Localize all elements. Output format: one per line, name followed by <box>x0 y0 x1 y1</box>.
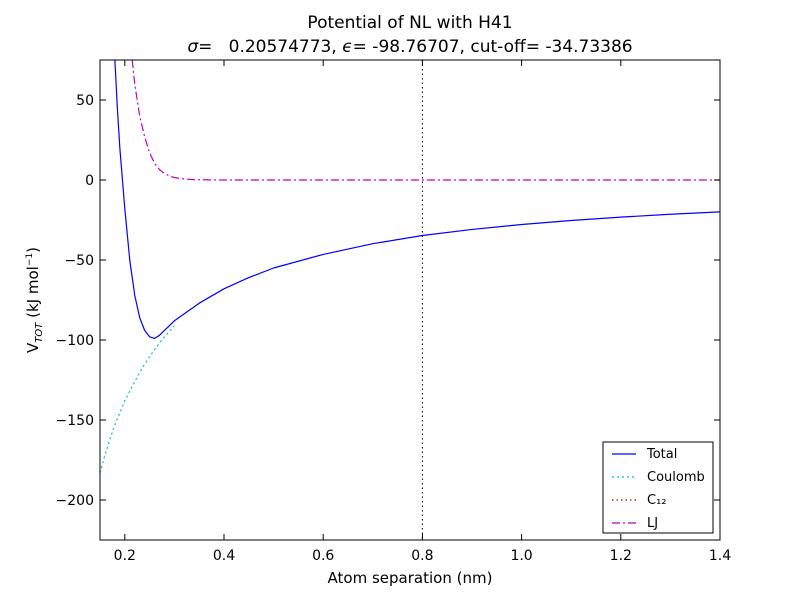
legend-label-1: Coulomb <box>647 470 705 485</box>
x-tick-label: 0.8 <box>411 548 433 564</box>
series-line-1 <box>100 325 175 473</box>
legend-label-3: LJ <box>647 516 658 531</box>
y-tick-label: 0 <box>85 173 94 189</box>
tick-layer: 0.2 0.4 0.6 0.8 1.0 1.2 1.4 50 0 −50 −100 −150 −200 <box>56 60 731 564</box>
legend-label-2: C₁₂ <box>647 493 667 508</box>
y-axis-label-close: ) <box>24 247 42 253</box>
x-tick-label: 0.2 <box>114 548 136 564</box>
legend-label-0: Total <box>646 447 677 462</box>
plot-layer <box>100 60 720 540</box>
legend: Total Coulomb C₁₂ LJ <box>602 441 714 534</box>
epsilon-text: = -98.76707, cut-off= -34.73386 <box>353 37 633 57</box>
chart-subtitle: σ= 0.20574773, ϵ= -98.76707, cut-off= -3… <box>187 37 632 57</box>
sigma-text: = 0.20574773, <box>198 37 342 57</box>
y-axis-label-units: (kJ mol <box>24 266 42 322</box>
y-tick-label: 50 <box>76 93 94 109</box>
y-axis-label-sup: −1 <box>25 253 35 266</box>
x-axis-label: Atom separation (nm) <box>328 569 493 587</box>
x-tick-label: 0.6 <box>312 548 334 564</box>
epsilon-symbol: ϵ <box>342 37 352 57</box>
x-tick-label: 1.2 <box>610 548 632 564</box>
y-tick-label: −150 <box>56 413 94 429</box>
sigma-symbol: σ <box>187 37 199 57</box>
series-line-3 <box>131 60 720 181</box>
x-tick-label: 0.4 <box>213 548 235 564</box>
legend-box <box>602 441 714 534</box>
y-axis-label-prefix: V <box>24 342 42 353</box>
y-tick-label: −50 <box>64 253 94 269</box>
y-axis-label-sub: TOT <box>34 322 45 343</box>
y-tick-label: −100 <box>56 333 94 349</box>
x-tick-label: 1.4 <box>709 548 731 564</box>
plot-frame <box>99 59 721 541</box>
series-line-0 <box>114 60 720 339</box>
y-tick-label: −200 <box>56 493 94 509</box>
y-axis-label: VTOT (kJ mol−1) <box>24 247 45 353</box>
chart-title: Potential of NL with H41 <box>307 13 512 33</box>
x-tick-label: 1.0 <box>510 548 532 564</box>
